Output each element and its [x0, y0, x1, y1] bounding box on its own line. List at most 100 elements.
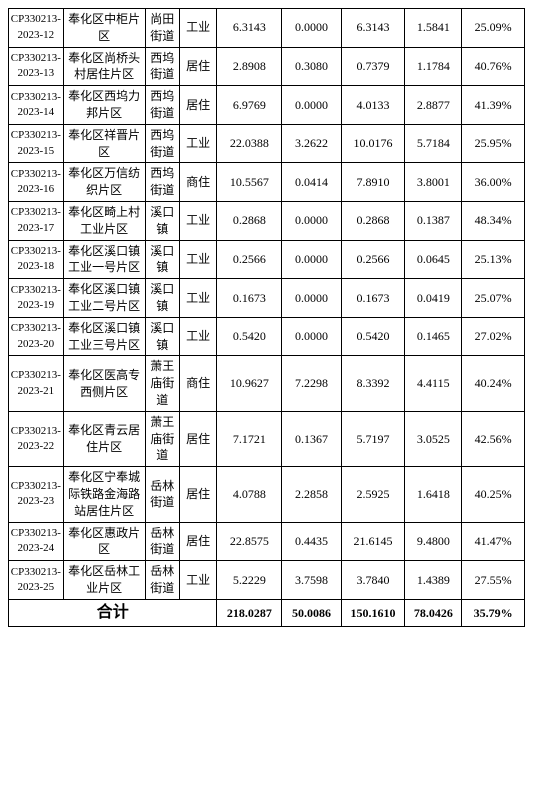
- table-cell: 工业: [179, 9, 217, 48]
- table-cell: 9.4800: [405, 522, 462, 561]
- table-cell: CP330213-2023-16: [9, 163, 64, 202]
- table-row: CP330213-2023-24奉化区惠政片区岳林街道居住22.85750.44…: [9, 522, 525, 561]
- table-cell: 0.1367: [282, 411, 341, 466]
- table-row: CP330213-2023-17奉化区畸上村工业片区溪口镇工业0.28680.0…: [9, 201, 525, 240]
- table-cell: 0.0000: [282, 240, 341, 279]
- total-cell: 218.0287: [217, 599, 282, 626]
- table-cell: 0.0000: [282, 201, 341, 240]
- table-cell: CP330213-2023-18: [9, 240, 64, 279]
- table-cell: 居住: [179, 467, 217, 522]
- table-cell: 0.5420: [341, 317, 405, 356]
- table-cell: 7.1721: [217, 411, 282, 466]
- table-cell: 奉化区畸上村工业片区: [63, 201, 145, 240]
- table-cell: 萧王庙街道: [145, 356, 179, 411]
- table-cell: 25.09%: [462, 9, 525, 48]
- table-cell: 西坞街道: [145, 86, 179, 125]
- table-cell: 7.8910: [341, 163, 405, 202]
- table-cell: 5.2229: [217, 561, 282, 600]
- table-cell: 工业: [179, 124, 217, 163]
- table-cell: 36.00%: [462, 163, 525, 202]
- table-cell: 10.9627: [217, 356, 282, 411]
- table-cell: 25.95%: [462, 124, 525, 163]
- table-cell: 41.39%: [462, 86, 525, 125]
- table-cell: 奉化区岳林工业片区: [63, 561, 145, 600]
- table-cell: 居住: [179, 411, 217, 466]
- table-cell: 40.76%: [462, 47, 525, 86]
- table-cell: 溪口镇: [145, 201, 179, 240]
- table-cell: 3.0525: [405, 411, 462, 466]
- table-cell: 5.7184: [405, 124, 462, 163]
- land-table: CP330213-2023-12奉化区中柜片区尚田街道工业6.31430.000…: [8, 8, 525, 627]
- table-row: CP330213-2023-16奉化区万信纺织片区西坞街道商住10.55670.…: [9, 163, 525, 202]
- table-row: CP330213-2023-12奉化区中柜片区尚田街道工业6.31430.000…: [9, 9, 525, 48]
- table-cell: 岳林街道: [145, 561, 179, 600]
- table-cell: 尚田街道: [145, 9, 179, 48]
- table-cell: CP330213-2023-22: [9, 411, 64, 466]
- table-cell: 2.5925: [341, 467, 405, 522]
- table-cell: 25.07%: [462, 279, 525, 318]
- table-cell: 10.0176: [341, 124, 405, 163]
- table-cell: 溪口镇: [145, 279, 179, 318]
- table-cell: 商住: [179, 163, 217, 202]
- table-cell: 工业: [179, 279, 217, 318]
- table-cell: 奉化区尚桥头村居住片区: [63, 47, 145, 86]
- table-cell: 奉化区惠政片区: [63, 522, 145, 561]
- table-cell: CP330213-2023-14: [9, 86, 64, 125]
- table-cell: 2.8877: [405, 86, 462, 125]
- table-cell: CP330213-2023-20: [9, 317, 64, 356]
- table-cell: CP330213-2023-17: [9, 201, 64, 240]
- table-cell: 41.47%: [462, 522, 525, 561]
- table-cell: 0.0414: [282, 163, 341, 202]
- table-cell: CP330213-2023-21: [9, 356, 64, 411]
- total-cell: 50.0086: [282, 599, 341, 626]
- table-cell: 0.3080: [282, 47, 341, 86]
- table-cell: 奉化区溪口镇工业一号片区: [63, 240, 145, 279]
- table-cell: 0.2566: [341, 240, 405, 279]
- table-cell: 工业: [179, 240, 217, 279]
- table-cell: 0.2868: [217, 201, 282, 240]
- table-cell: 25.13%: [462, 240, 525, 279]
- table-cell: CP330213-2023-12: [9, 9, 64, 48]
- table-cell: 40.25%: [462, 467, 525, 522]
- table-cell: 0.4435: [282, 522, 341, 561]
- table-cell: 0.1673: [217, 279, 282, 318]
- table-row: CP330213-2023-15奉化区祥晋片区西坞街道工业22.03883.26…: [9, 124, 525, 163]
- table-cell: 21.6145: [341, 522, 405, 561]
- table-cell: 2.8908: [217, 47, 282, 86]
- table-cell: 4.0788: [217, 467, 282, 522]
- table-cell: 1.4389: [405, 561, 462, 600]
- table-cell: 居住: [179, 86, 217, 125]
- table-cell: 0.2566: [217, 240, 282, 279]
- total-cell: 78.0426: [405, 599, 462, 626]
- table-cell: 4.4115: [405, 356, 462, 411]
- table-total-row: 合计218.028750.0086150.161078.042635.79%: [9, 599, 525, 626]
- table-cell: 0.7379: [341, 47, 405, 86]
- table-row: CP330213-2023-20奉化区溪口镇工业三号片区溪口镇工业0.54200…: [9, 317, 525, 356]
- table-cell: CP330213-2023-13: [9, 47, 64, 86]
- table-cell: 奉化区祥晋片区: [63, 124, 145, 163]
- table-cell: 奉化区溪口镇工业二号片区: [63, 279, 145, 318]
- table-cell: 42.56%: [462, 411, 525, 466]
- table-cell: 0.1387: [405, 201, 462, 240]
- table-cell: 奉化区西坞力邦片区: [63, 86, 145, 125]
- table-cell: 溪口镇: [145, 240, 179, 279]
- table-cell: 1.1784: [405, 47, 462, 86]
- table-cell: 5.7197: [341, 411, 405, 466]
- table-cell: 奉化区宁奉城际铁路金海路站居住片区: [63, 467, 145, 522]
- table-cell: 6.9769: [217, 86, 282, 125]
- table-cell: 27.02%: [462, 317, 525, 356]
- table-cell: CP330213-2023-23: [9, 467, 64, 522]
- table-cell: 3.8001: [405, 163, 462, 202]
- table-row: CP330213-2023-13奉化区尚桥头村居住片区西坞街道居住2.89080…: [9, 47, 525, 86]
- table-cell: 40.24%: [462, 356, 525, 411]
- table-cell: 0.1673: [341, 279, 405, 318]
- table-row: CP330213-2023-22奉化区青云居住片区萧王庙街道居住7.17210.…: [9, 411, 525, 466]
- table-cell: 奉化区青云居住片区: [63, 411, 145, 466]
- table-cell: 萧王庙街道: [145, 411, 179, 466]
- table-cell: CP330213-2023-19: [9, 279, 64, 318]
- table-row: CP330213-2023-21奉化区医高专西侧片区萧王庙街道商住10.9627…: [9, 356, 525, 411]
- table-cell: 48.34%: [462, 201, 525, 240]
- table-cell: 奉化区万信纺织片区: [63, 163, 145, 202]
- table-cell: 西坞街道: [145, 163, 179, 202]
- table-row: CP330213-2023-19奉化区溪口镇工业二号片区溪口镇工业0.16730…: [9, 279, 525, 318]
